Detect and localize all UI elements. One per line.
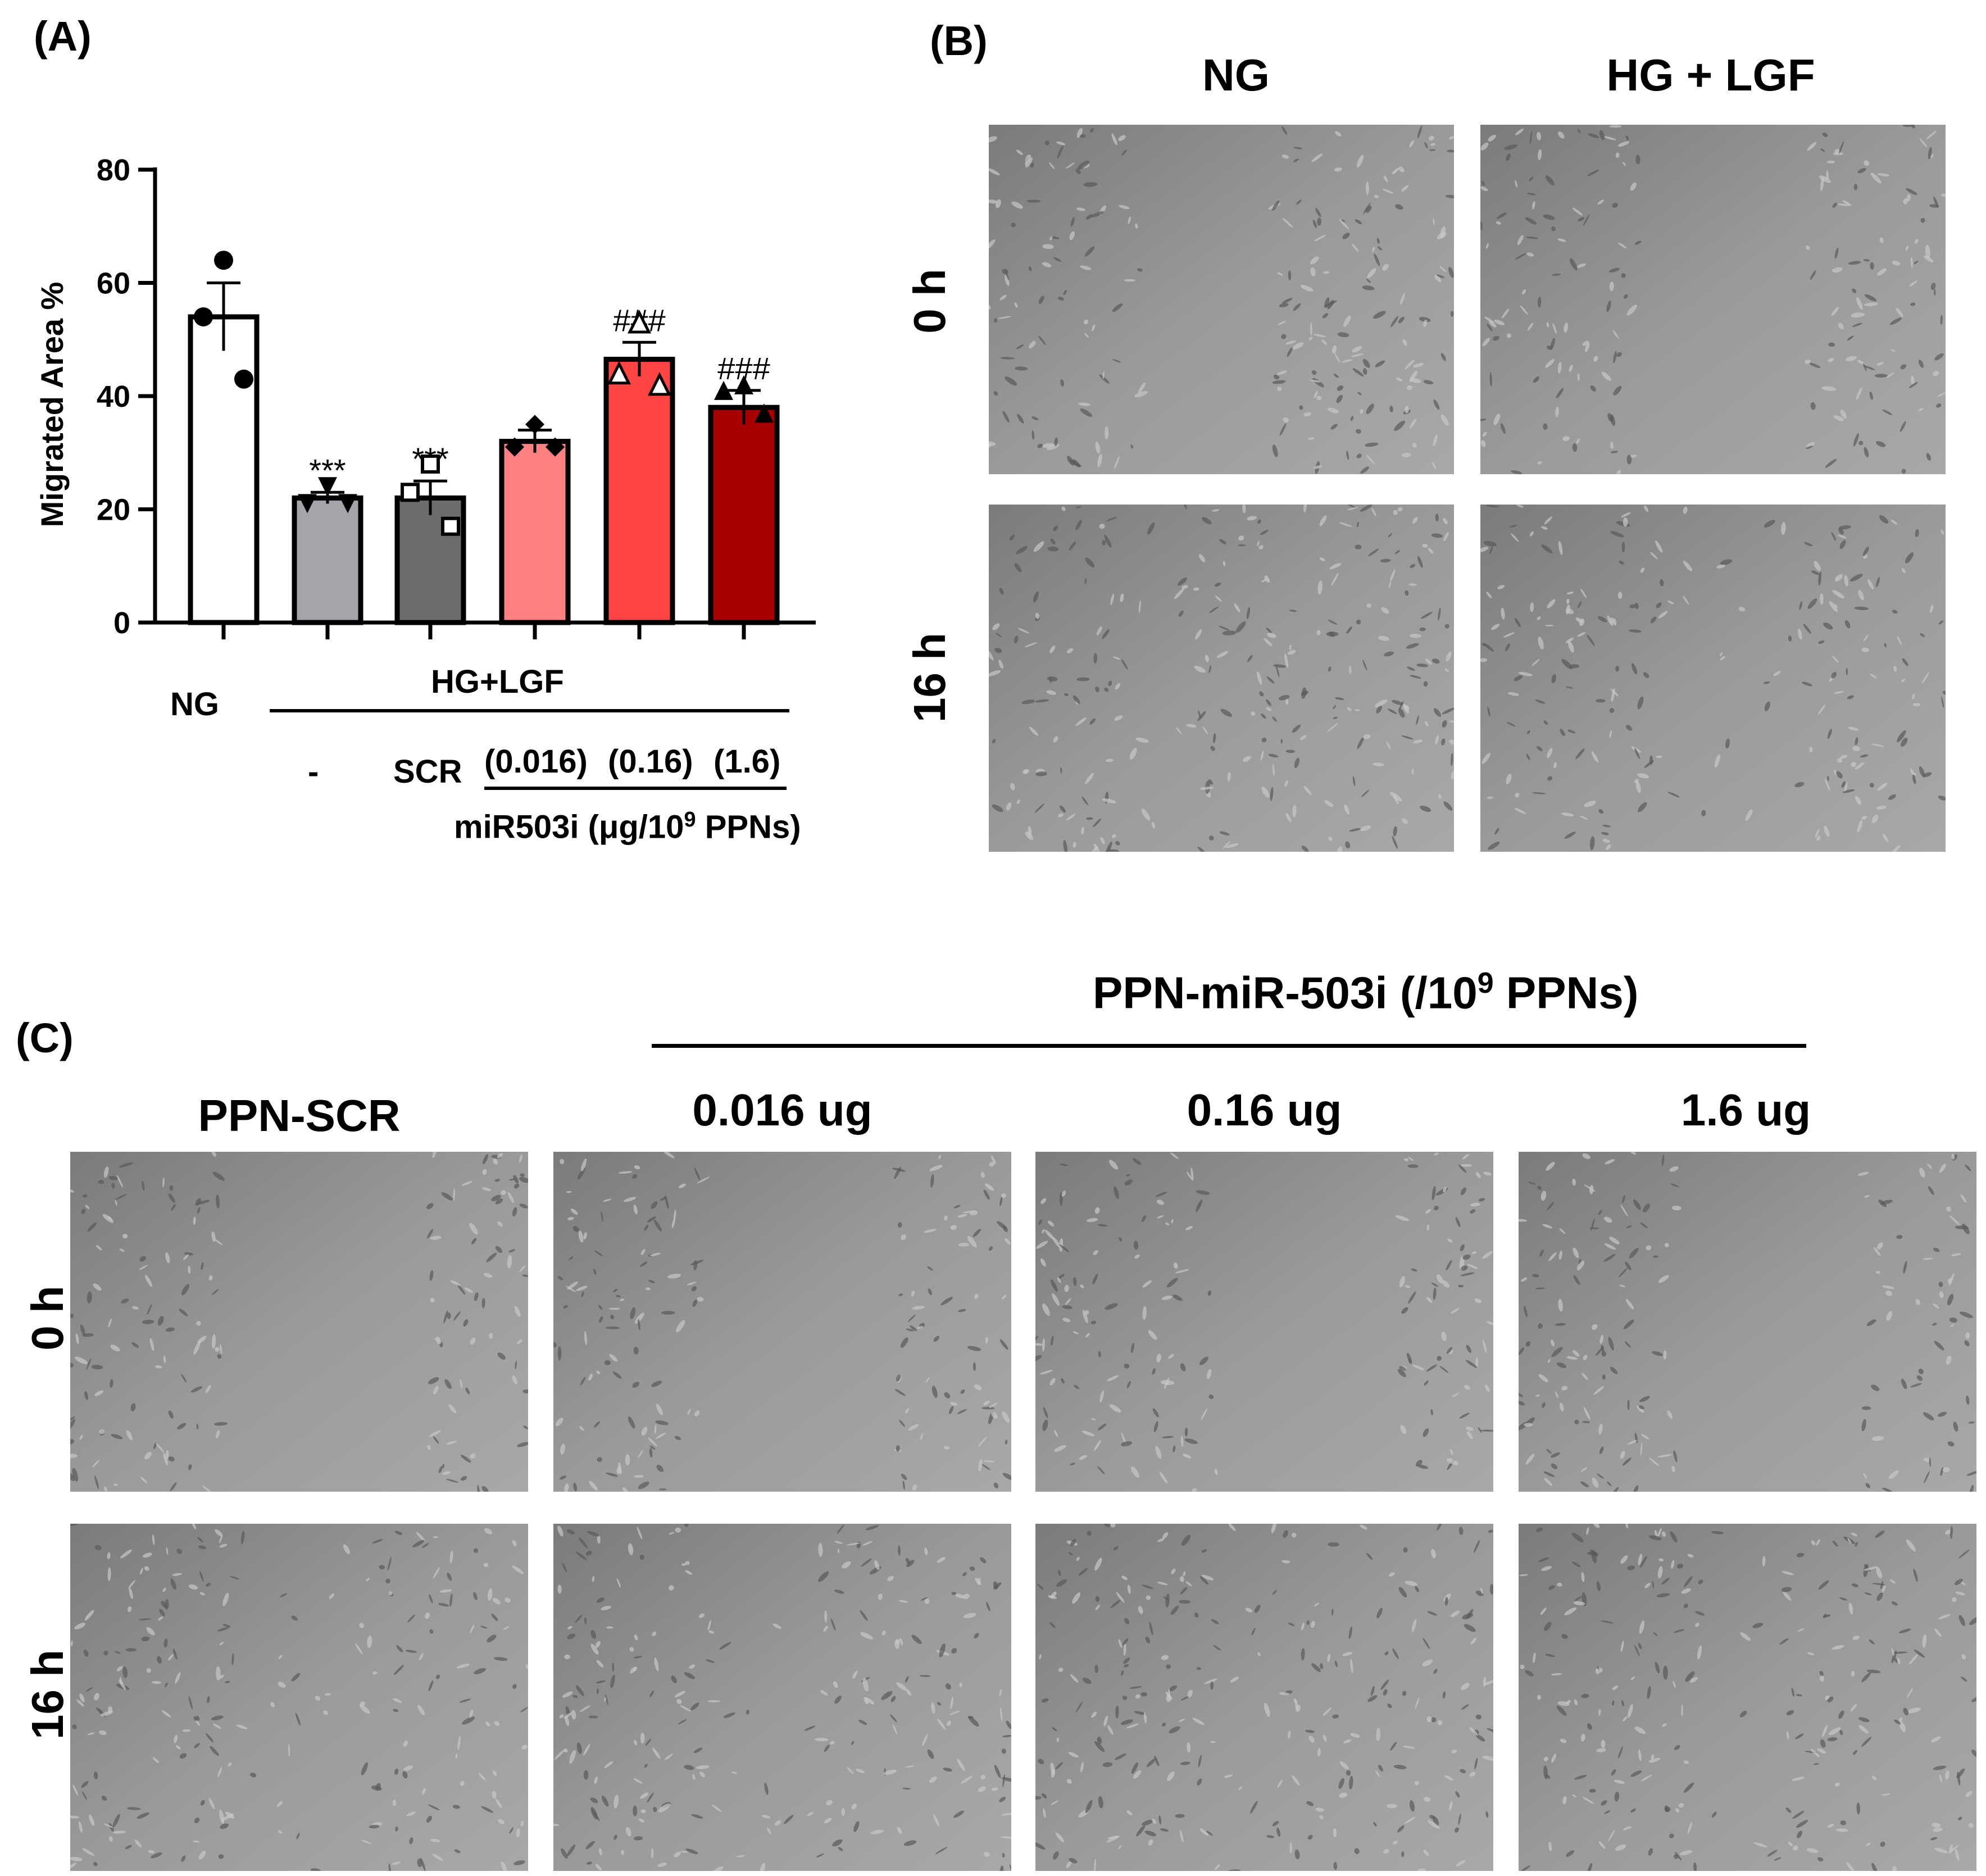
bar [708, 405, 780, 625]
data-point [421, 454, 440, 474]
micrograph-0-016-16h [553, 1524, 1011, 1871]
bar [394, 495, 466, 625]
panel-label-b: (B) [930, 17, 988, 64]
bar [188, 314, 260, 625]
micrograph-image [989, 125, 1454, 474]
micrograph-image [1480, 125, 1946, 474]
micrograph-image [70, 1524, 528, 1871]
panel-label-a: (A) [34, 13, 92, 60]
panel-c-col-1-6: 1.6 ug [1680, 1085, 1811, 1135]
data-point [214, 251, 233, 270]
treatment-label-sup: 9 [684, 808, 696, 832]
micrograph-1-6-16h [1519, 1524, 1976, 1871]
micrograph-image [1035, 1152, 1493, 1492]
x-label-1-6: (1.6) [713, 743, 781, 780]
data-point [755, 403, 774, 423]
x-label-0-016: (0.016) [484, 743, 588, 780]
panel-c-col-0-16: 0.16 ug [1187, 1085, 1342, 1135]
panel-c-group-title-sup: 9 [1477, 967, 1494, 1000]
x-label-0-16: (0.16) [608, 743, 693, 780]
data-point [525, 415, 544, 434]
bar [603, 357, 675, 625]
treatment-label-tail: PPNs) [696, 808, 801, 846]
micrograph-image [1519, 1524, 1976, 1871]
y-tick-label: 0 [113, 606, 130, 640]
micrograph-hg-lgf-0h [1480, 125, 1946, 474]
panel-c-group-title: PPN-miR-503i (/109 PPNs) [1093, 966, 1638, 1019]
data-point [714, 380, 733, 400]
panel-b-col-ng: NG [1202, 50, 1270, 100]
data-point [627, 310, 652, 334]
panel-c-col-ppn-scr: PPN-SCR [198, 1091, 401, 1141]
data-point [401, 483, 420, 502]
x-label-dash: - [308, 753, 319, 790]
data-point [338, 494, 357, 514]
micrograph-image [553, 1152, 1011, 1492]
data-point [298, 494, 317, 514]
y-tick-label: 60 [97, 267, 130, 301]
panel-b-row-16h: 16 h [905, 632, 955, 723]
micrograph-ng-16h [989, 505, 1454, 852]
data-point [318, 477, 337, 497]
treatment-label: miR503i (μg/109 PPNs) [454, 808, 801, 846]
micrograph-image [1519, 1152, 1976, 1492]
bar [292, 495, 363, 625]
panel-b-row-0h: 0 h [905, 269, 955, 334]
panel-label-c: (C) [16, 1015, 74, 1061]
treatment-label-text: miR503i (μg/10 [454, 808, 684, 846]
y-tick-label: 40 [97, 380, 130, 414]
data-point [546, 437, 565, 457]
micrograph-image [1035, 1524, 1493, 1871]
y-tick-label: 80 [97, 153, 130, 187]
micrograph-image [1480, 505, 1946, 852]
micrograph-0-016-0h [553, 1152, 1011, 1492]
group-label-hg-lgf: HG+LGF [431, 664, 564, 700]
micrograph-image [70, 1152, 528, 1492]
panel-b-col-hg-lgf: HG + LGF [1606, 50, 1815, 100]
micrograph-0-16-0h [1035, 1152, 1493, 1492]
panel-c-row-16h: 16 h [22, 1649, 72, 1740]
micrograph-ng-0h [989, 125, 1454, 474]
micrograph-1-6-0h [1519, 1152, 1976, 1492]
group-line-treatment [484, 787, 787, 790]
panel-c-group-line [652, 1044, 1806, 1048]
x-label-scr: SCR [393, 753, 462, 790]
panel-c-row-0h: 0 h [22, 1286, 72, 1351]
bar [499, 439, 571, 625]
data-point [194, 307, 213, 326]
data-point [647, 372, 672, 396]
data-point [607, 361, 631, 385]
micrograph-0-16-16h [1035, 1524, 1493, 1871]
group-line-hg-lgf [270, 709, 789, 712]
panel-c-group-title-text: PPN-miR-503i (/10 [1093, 967, 1478, 1018]
group-label-ng: NG [170, 686, 219, 723]
data-point [441, 516, 460, 536]
micrograph-image [553, 1524, 1011, 1871]
y-axis-label: Migrated Area % [34, 282, 70, 528]
data-point [734, 375, 753, 394]
data-point [234, 369, 253, 389]
micrograph-image [989, 505, 1454, 852]
data-point [505, 437, 524, 457]
micrograph-ppn-scr-16h [70, 1524, 528, 1871]
micrograph-ppn-scr-0h [70, 1152, 528, 1492]
y-tick-label: 20 [97, 493, 130, 527]
micrograph-hg-lgf-16h [1480, 505, 1946, 852]
panel-c-group-title-tail: PPNs) [1493, 967, 1639, 1018]
panel-c-col-0-016: 0.016 ug [692, 1085, 872, 1135]
